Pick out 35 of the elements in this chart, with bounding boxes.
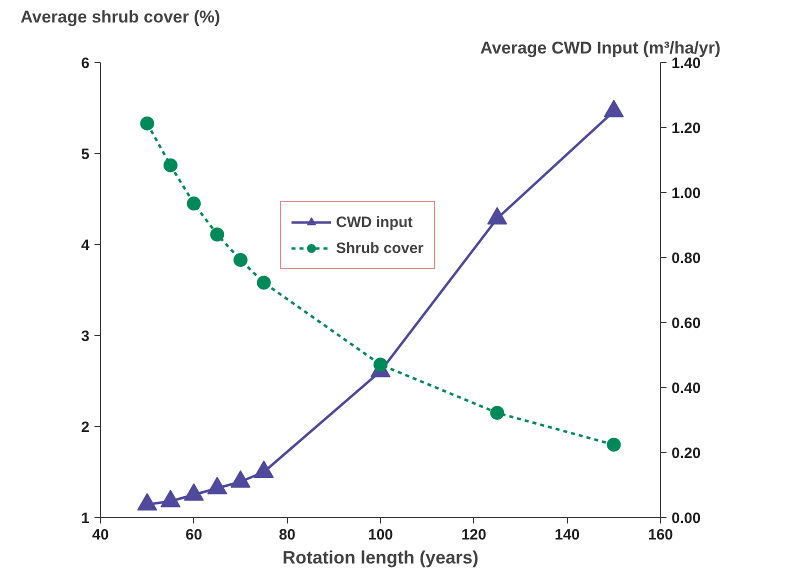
point <box>234 252 248 267</box>
x-tick-label: 40 <box>92 526 109 544</box>
x-tick-label: 80 <box>278 526 296 544</box>
x-axis-title: Rotation length (years) <box>282 548 479 568</box>
y-tick-label: 2 <box>81 419 90 436</box>
y2-tick-label: 0.80 <box>672 250 701 267</box>
y-tick-label: 3 <box>81 328 90 345</box>
point <box>606 438 621 452</box>
y-tick-label: 1 <box>81 510 90 527</box>
y2-tick-label: 0.20 <box>672 445 701 462</box>
y2-tick-label: 1.20 <box>672 120 701 137</box>
y2-tick-label: 0.40 <box>672 380 701 397</box>
point <box>164 158 178 172</box>
y2-tick-label: 0.00 <box>672 510 701 527</box>
y-tick-label: 6 <box>81 55 90 72</box>
x-tick-label: 140 <box>554 526 580 544</box>
y2-tick-label: 1.00 <box>672 185 701 202</box>
x-tick-label: 100 <box>368 526 394 544</box>
x-tick-label: 160 <box>648 526 674 544</box>
point <box>140 116 154 130</box>
point <box>186 196 201 211</box>
point <box>256 276 271 290</box>
point <box>210 228 224 242</box>
y2-tick-label: 1.40 <box>672 55 701 72</box>
x-tick-label: 60 <box>185 526 202 544</box>
y-axis-title: Average shrub cover (%) <box>20 8 220 26</box>
legend-label: Shrub cover <box>336 240 424 256</box>
y2-tick-label: 0.60 <box>672 315 701 332</box>
point <box>374 358 388 372</box>
legend-label: CWD input <box>336 214 413 230</box>
y-tick-label: 4 <box>81 237 90 254</box>
y2-axis-title: Average CWD Input (m³/ha/yr) <box>480 38 721 58</box>
x-tick-label: 120 <box>461 526 486 544</box>
y-tick-label: 5 <box>81 146 90 163</box>
point <box>490 406 504 420</box>
